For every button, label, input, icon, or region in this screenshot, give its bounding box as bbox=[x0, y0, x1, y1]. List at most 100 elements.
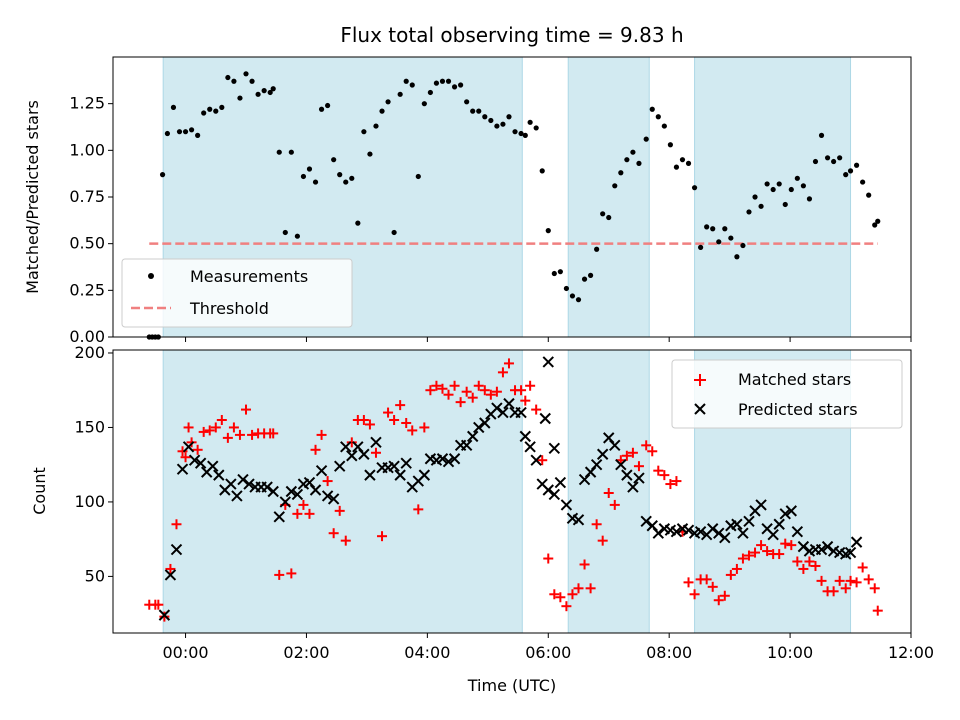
predicted-star-point bbox=[548, 442, 561, 455]
y-tick-label: 100 bbox=[74, 492, 105, 511]
matched-star-point bbox=[503, 358, 514, 369]
measurement-point bbox=[237, 95, 243, 101]
predicted-star-point bbox=[394, 469, 406, 481]
matched-star-point bbox=[774, 549, 785, 560]
legend-matched-marker bbox=[694, 374, 706, 386]
measurement-point bbox=[782, 201, 788, 208]
measurement-point bbox=[397, 91, 403, 97]
measurement-point bbox=[470, 108, 476, 114]
legend-predicted-marker bbox=[694, 403, 706, 415]
measurement-point bbox=[445, 78, 452, 84]
measurement-point bbox=[458, 82, 464, 88]
matched-star-point bbox=[401, 417, 412, 428]
matched-star-point bbox=[210, 422, 221, 433]
bottom-x-ticks: 00:00 02:00 04:00 06:00 08:00 10:00 12:00 bbox=[162, 633, 934, 662]
matched-star-point bbox=[449, 380, 460, 391]
measurement-point bbox=[188, 127, 195, 133]
predicted-star-point bbox=[850, 536, 863, 548]
predicted-star-point bbox=[315, 464, 328, 477]
matched-star-point bbox=[573, 583, 584, 594]
matched-star-point bbox=[756, 540, 767, 551]
matched-star-point bbox=[247, 429, 258, 440]
x-tick-label: 12:00 bbox=[888, 643, 934, 662]
measurement-point bbox=[600, 211, 606, 217]
bottom-legend: Matched stars Predicted stars bbox=[671, 359, 903, 429]
bottom-panel: 50 100 150 200 00:00 02:00 04:00 06:00 08:00 10:… bbox=[30, 343, 934, 695]
predicted-star-point bbox=[797, 540, 810, 553]
matched-stars-points bbox=[144, 358, 883, 622]
legend-threshold-label: Threshold bbox=[189, 299, 269, 318]
measurement-point bbox=[764, 181, 770, 187]
measurement-point bbox=[225, 74, 231, 81]
measurement-point bbox=[679, 157, 686, 163]
measurement-point bbox=[367, 151, 373, 157]
legend-predicted-label: Predicted stars bbox=[738, 400, 858, 419]
measurement-point bbox=[282, 229, 288, 236]
predicted-star-point bbox=[670, 526, 683, 538]
legend-measurements-label: Measurements bbox=[190, 267, 308, 286]
measurement-point bbox=[219, 104, 225, 110]
matched-star-point bbox=[543, 553, 554, 564]
measurement-point bbox=[630, 149, 636, 155]
y-tick-label: 200 bbox=[74, 343, 105, 362]
matched-star-point bbox=[228, 422, 239, 433]
measurement-point bbox=[306, 166, 313, 172]
xlabel: Time (UTC) bbox=[467, 676, 556, 695]
top-y-ticks: 0.00 0.25 0.50 0.75 1.00 1.25 bbox=[69, 94, 113, 346]
matched-star-point bbox=[633, 461, 644, 472]
predicted-star-point bbox=[466, 430, 479, 443]
matched-star-point bbox=[437, 383, 448, 394]
predicted-star-point bbox=[194, 457, 207, 469]
measurement-point bbox=[716, 239, 722, 245]
predicted-star-point bbox=[530, 454, 542, 466]
measurement-point bbox=[522, 132, 528, 138]
measurement-point bbox=[213, 108, 219, 114]
matched-star-point bbox=[497, 367, 508, 378]
measurement-point bbox=[243, 71, 249, 77]
predicted-star-point bbox=[609, 439, 621, 452]
matched-star-point bbox=[153, 599, 164, 610]
y-tick-label: 0.75 bbox=[69, 187, 105, 206]
matched-star-point bbox=[743, 550, 754, 561]
matched-star-point bbox=[419, 422, 430, 433]
matched-star-point bbox=[804, 556, 815, 567]
predicted-star-point bbox=[560, 499, 573, 511]
measurement-point bbox=[551, 270, 557, 277]
predicted-star-point bbox=[743, 515, 755, 527]
predicted-star-point bbox=[364, 469, 376, 481]
matched-star-point bbox=[750, 547, 761, 558]
matched-star-point bbox=[731, 563, 742, 574]
matched-star-point bbox=[585, 583, 596, 594]
measurement-point bbox=[482, 114, 488, 120]
matched-star-point bbox=[461, 386, 472, 397]
matched-star-point bbox=[834, 575, 845, 586]
measurement-point bbox=[427, 89, 433, 96]
matched-star-point bbox=[857, 562, 868, 573]
predicted-star-point bbox=[321, 490, 334, 502]
matched-star-point bbox=[609, 499, 620, 510]
matched-star-point bbox=[786, 540, 797, 551]
matched-star-point bbox=[627, 447, 638, 458]
matched-star-point bbox=[383, 407, 394, 418]
matched-star-point bbox=[222, 432, 233, 443]
measurement-point bbox=[618, 170, 624, 176]
measurement-point bbox=[270, 86, 276, 92]
predicted-star-point bbox=[785, 505, 798, 517]
measurement-point bbox=[788, 186, 794, 193]
matched-star-point bbox=[863, 574, 874, 585]
predicted-star-point bbox=[821, 540, 834, 553]
predicted-star-point bbox=[388, 460, 400, 472]
measurement-point bbox=[349, 175, 355, 181]
predicted-star-point bbox=[767, 528, 779, 541]
matched-star-point bbox=[467, 392, 478, 403]
measurement-point bbox=[837, 155, 843, 161]
predicted-star-point bbox=[273, 511, 285, 523]
measurement-point bbox=[488, 117, 494, 124]
matched-star-point bbox=[241, 404, 251, 415]
predicted-star-point bbox=[539, 412, 551, 425]
measurement-point bbox=[758, 203, 764, 209]
predicted-star-point bbox=[176, 463, 189, 475]
matched-star-point bbox=[455, 397, 466, 408]
matched-star-point bbox=[701, 574, 712, 585]
matched-star-point bbox=[377, 531, 388, 542]
